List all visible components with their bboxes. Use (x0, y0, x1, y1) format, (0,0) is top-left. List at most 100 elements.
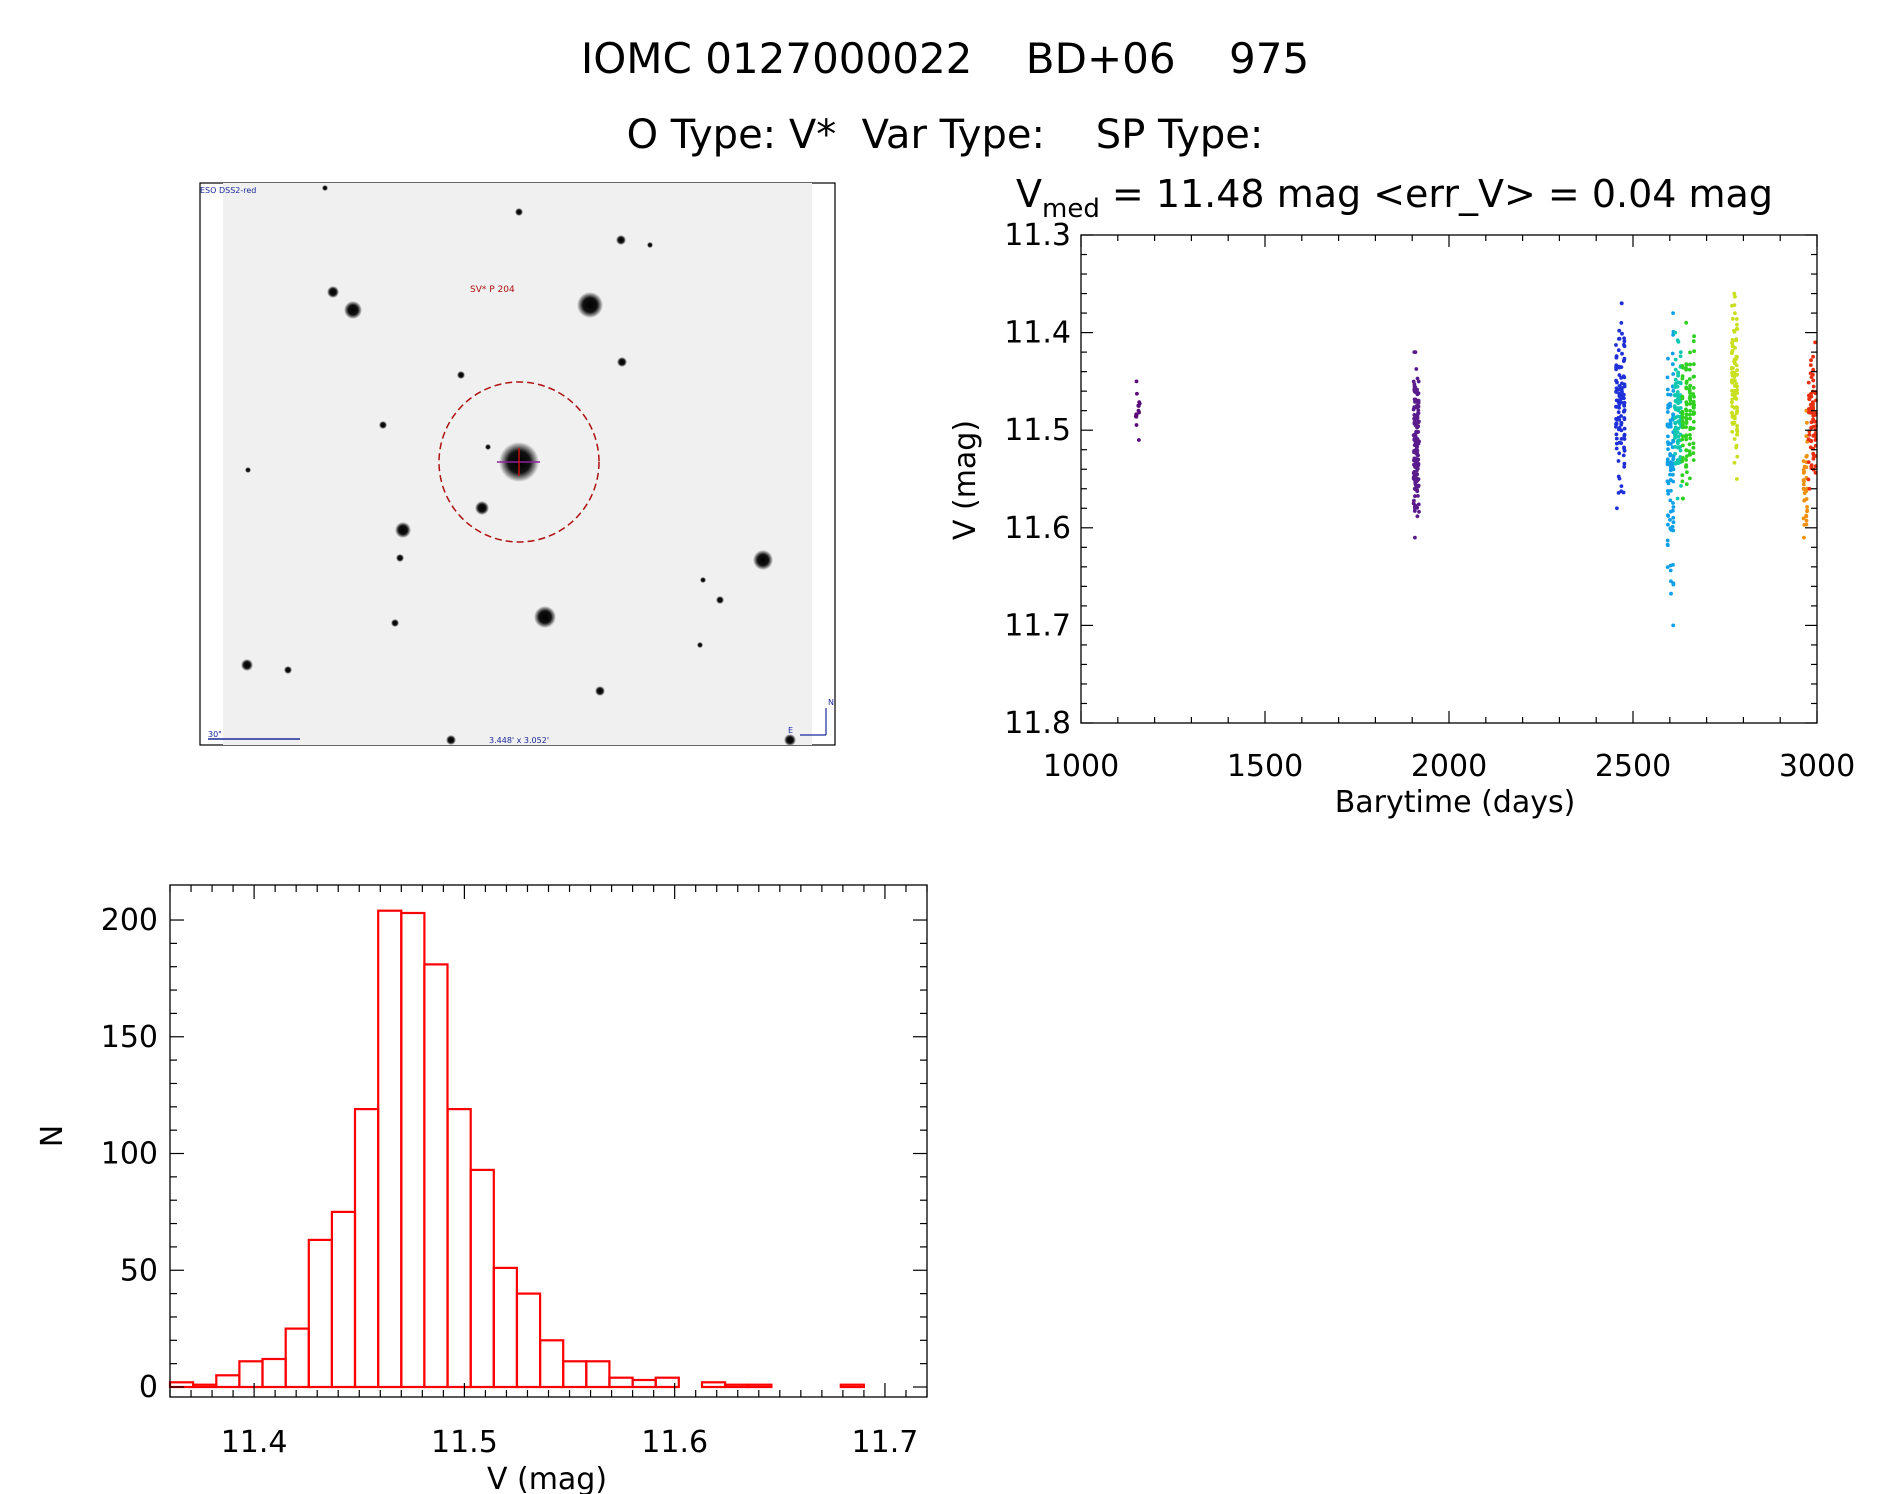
light-curve-point (1669, 488, 1673, 493)
light-curve-point (1730, 316, 1735, 321)
light-curve-point (1666, 513, 1670, 518)
histogram-bar (168, 1381, 195, 1389)
light-curve-point (1684, 482, 1689, 487)
light-curve-point (1619, 376, 1623, 380)
light-curve-point (1678, 448, 1683, 453)
light-curve-point (1811, 384, 1816, 389)
light-curve-point (1614, 441, 1619, 446)
light-curve-point (1671, 479, 1676, 484)
star-21 (245, 467, 251, 473)
light-curve-point (1806, 407, 1811, 411)
light-curve-point (1614, 446, 1619, 451)
light-curve-point (1622, 403, 1626, 407)
light-curve-point (1416, 408, 1421, 413)
star-4 (753, 550, 773, 570)
light-curve-point (1134, 423, 1139, 427)
light-curve-point (1733, 395, 1737, 400)
light-curve-point (1671, 515, 1676, 520)
light-curve-point (1684, 437, 1689, 442)
y-tick-label: 150 (101, 1020, 158, 1055)
light-curve-point (1684, 464, 1688, 469)
light-curve-point (1810, 400, 1815, 404)
light-curve-point (1412, 350, 1417, 354)
light-curve-point (1688, 452, 1692, 457)
light-curve-point (1619, 484, 1624, 488)
light-curve-point (1673, 431, 1678, 436)
light-curve-point (1673, 436, 1677, 440)
light-curve-point (1622, 432, 1627, 437)
histogram-bar (423, 963, 449, 1389)
light-curve-point (1669, 467, 1673, 472)
light-curve-point (1671, 457, 1676, 461)
light-curve-point (1416, 441, 1421, 446)
light-curve-point (1671, 505, 1676, 509)
light-curve-point (1617, 405, 1621, 410)
histogram-bar (469, 1168, 495, 1389)
star-2 (344, 301, 362, 319)
light-curve-point (1620, 381, 1624, 386)
light-curve-point (1732, 303, 1737, 307)
light-curve-point (1692, 334, 1696, 339)
histogram-bar (192, 1383, 218, 1389)
light-curve-point (1666, 543, 1670, 548)
light-curve-point (1414, 476, 1419, 481)
light-curve-point (1622, 408, 1627, 413)
y-tick-label: 11.8 (1004, 706, 1071, 741)
light-curve-point (1732, 378, 1737, 383)
page-subtitle: O Type: V* Var Type: SP Type: (627, 112, 1264, 158)
light-curve-point (1691, 386, 1696, 390)
light-curve-point (1691, 458, 1696, 462)
light-curve-point (1614, 432, 1619, 437)
light-curve-point (1619, 301, 1624, 306)
light-curve-point (1809, 358, 1813, 363)
light-curve-point (1807, 486, 1812, 491)
compass-north-label: N (828, 698, 834, 707)
light-curve-point (1733, 361, 1737, 366)
light-curve-point (1684, 366, 1688, 370)
light-curve-point (1619, 321, 1624, 325)
star-6 (327, 286, 339, 298)
light-curve-point (1735, 454, 1740, 459)
light-curve-point (1687, 442, 1692, 447)
light-curve-point (1730, 400, 1734, 405)
light-curve-point (1688, 408, 1693, 413)
x-tick-label: 1000 (1043, 749, 1119, 784)
light-curve-point (1622, 437, 1627, 441)
light-curve-point (1734, 443, 1739, 448)
light-curve-point (1680, 437, 1685, 442)
light-curve-point (1617, 373, 1622, 377)
star-17 (515, 208, 523, 216)
light-curve-point (1411, 407, 1416, 412)
x-tick-label: 3000 (1779, 749, 1855, 784)
light-curve-point (1684, 416, 1689, 421)
light-curve-point (1804, 497, 1809, 501)
light-curve-point (1692, 349, 1696, 353)
light-curve-point (1806, 460, 1811, 464)
light-curve-point (1675, 397, 1680, 402)
light-curve-point (1730, 367, 1734, 371)
scale-label: 30" (208, 730, 222, 739)
light-curve-point (1802, 487, 1806, 492)
light-curve-point (1680, 496, 1685, 501)
fov-label: 3.448' x 3.052' (489, 736, 549, 745)
light-curve-point (1616, 474, 1621, 479)
light-curve-point (1617, 328, 1622, 333)
finder-stars (241, 185, 796, 746)
light-curve-point (1619, 400, 1624, 405)
light-curve-point (1813, 340, 1817, 345)
light-curve-point (1668, 568, 1673, 573)
light-curve-frame (1080, 234, 1818, 724)
light-curve-point (1673, 451, 1677, 456)
light-curve-point (1735, 432, 1739, 437)
light-curve-point (1412, 457, 1417, 462)
histogram-bar (353, 1107, 380, 1389)
light-curve-point (1732, 390, 1737, 395)
light-curve-point (1620, 351, 1624, 356)
light-curve-point (1671, 372, 1676, 376)
compass-east-label: E (788, 726, 793, 735)
star-23 (647, 242, 653, 248)
light-curve-point (1412, 486, 1417, 491)
light-curve-point (1671, 311, 1675, 315)
star-25 (391, 619, 399, 627)
light-curve-point (1414, 367, 1419, 371)
